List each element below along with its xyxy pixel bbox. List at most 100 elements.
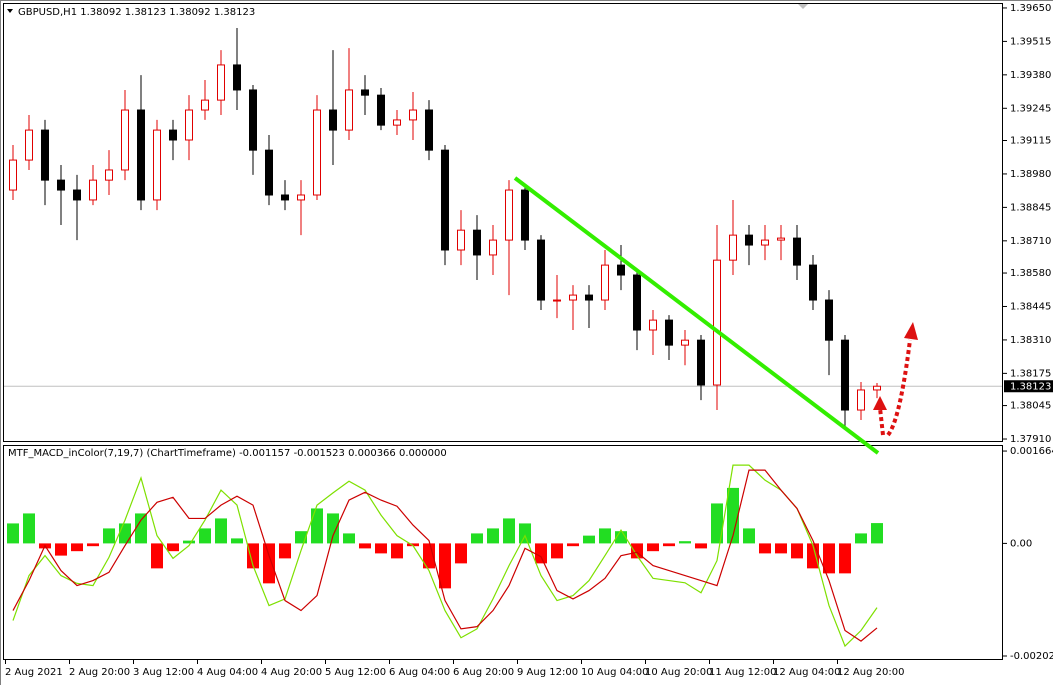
candle-body xyxy=(57,179,65,191)
x-tick-label: 6 Aug 20:00 xyxy=(453,667,514,678)
y-tick-label: 1.38445 xyxy=(1010,301,1051,312)
histogram-bar xyxy=(535,543,547,564)
candle-body xyxy=(841,339,849,411)
candle-body xyxy=(537,239,545,301)
x-tick-label: 10 Aug 20:00 xyxy=(645,667,712,678)
histogram-bar xyxy=(839,543,851,574)
arrow-head xyxy=(873,396,887,410)
candle-body xyxy=(761,239,769,246)
candle-body xyxy=(745,234,753,246)
histogram-bar xyxy=(55,543,67,556)
histogram-bar xyxy=(183,540,195,544)
scroll-marker xyxy=(798,4,808,9)
y-tick-label: 1.39245 xyxy=(1010,103,1051,114)
candle-body xyxy=(665,319,673,346)
x-tick-label: 11 Aug 12:00 xyxy=(709,667,776,678)
histogram-bar xyxy=(487,528,499,544)
candle-body xyxy=(345,89,353,131)
histogram-bar xyxy=(119,523,131,544)
y-tick-label: 1.39380 xyxy=(1010,70,1051,81)
symbol-menu-arrow[interactable] xyxy=(7,9,13,13)
candle-body xyxy=(121,109,129,171)
histogram-bar xyxy=(359,543,371,549)
histogram-bar xyxy=(151,543,163,569)
histogram-bar xyxy=(471,533,483,544)
histogram-bar xyxy=(551,543,563,559)
histogram-bar xyxy=(311,508,323,544)
histogram-bar xyxy=(375,543,387,554)
histogram-bar xyxy=(135,513,147,544)
candle-body xyxy=(681,339,689,346)
histogram-bar xyxy=(599,528,611,544)
x-tick-label: 5 Aug 12:00 xyxy=(325,667,386,678)
candle-body xyxy=(857,389,865,411)
candle-body xyxy=(809,264,817,301)
y-tick-label: 1.39650 xyxy=(1010,3,1051,14)
histogram-bar xyxy=(727,487,739,544)
histogram-bar xyxy=(199,528,211,544)
marks-layer xyxy=(4,28,1003,648)
candle-body xyxy=(73,189,81,201)
histogram-bar xyxy=(7,523,19,544)
candle-body xyxy=(153,129,161,201)
candle-body xyxy=(601,264,609,301)
x-tick-label: 2 Aug 20:00 xyxy=(69,667,130,678)
y-tick-label: 0.001664 xyxy=(1010,446,1053,457)
candle-body xyxy=(521,189,529,241)
y-tick-label: 1.39115 xyxy=(1010,135,1051,146)
trend-line[interactable] xyxy=(513,176,880,455)
histogram-bar xyxy=(247,543,259,569)
candle-body xyxy=(281,194,289,201)
candle-body xyxy=(873,385,881,391)
y-tick-label: 1.39515 xyxy=(1010,36,1051,47)
histogram-bar xyxy=(759,543,771,554)
histogram-bar xyxy=(583,535,595,544)
candle-body xyxy=(25,129,33,161)
candle-body xyxy=(409,109,417,121)
x-tick-label: 10 Aug 04:00 xyxy=(581,667,648,678)
histogram-bar xyxy=(871,523,883,544)
candle-body xyxy=(617,264,625,276)
histogram-bar xyxy=(87,543,99,547)
candle-body xyxy=(361,89,369,96)
candle-body xyxy=(41,129,49,181)
candle-body xyxy=(505,189,513,241)
histogram-bar xyxy=(231,538,243,544)
histogram-bar xyxy=(439,543,451,589)
candle-body xyxy=(489,239,497,256)
y-tick-label: 1.38580 xyxy=(1010,268,1051,279)
indicator-title: MTF_MACD_inColor(7,19,7) (ChartTimeframe… xyxy=(8,448,447,459)
indicator-panel-frame xyxy=(3,445,1003,660)
y-tick-label: 1.38175 xyxy=(1010,368,1051,379)
candle-body xyxy=(233,64,241,91)
histogram-bar xyxy=(519,523,531,544)
y-tick-label: 1.38980 xyxy=(1010,169,1051,180)
candle-body xyxy=(137,109,145,201)
y-tick-label: 1.38710 xyxy=(1010,236,1051,247)
histogram-bar xyxy=(23,513,35,544)
candle-body xyxy=(217,64,225,101)
candle-body xyxy=(729,234,737,261)
price-label: 1.38123 xyxy=(1010,381,1051,392)
x-tick-label: 12 Aug 20:00 xyxy=(837,667,904,678)
candle-body xyxy=(457,229,465,251)
histogram-bar xyxy=(855,533,867,544)
candle-body xyxy=(201,99,209,111)
histogram-bar xyxy=(743,528,755,544)
x-tick-label: 4 Aug 04:00 xyxy=(197,667,258,678)
price-panel-frame xyxy=(3,3,1003,442)
y-tick-label: 1.38045 xyxy=(1010,401,1051,412)
histogram-bar xyxy=(327,513,339,544)
candle-body xyxy=(169,129,177,141)
candle-body xyxy=(105,169,113,181)
histogram-bar xyxy=(103,528,115,544)
candle-body xyxy=(825,299,833,341)
histogram-bar xyxy=(343,533,355,544)
histogram-bar xyxy=(167,543,179,552)
candle-body xyxy=(297,194,305,201)
arrow-dotted[interactable] xyxy=(878,407,885,436)
candle-body xyxy=(553,299,561,302)
